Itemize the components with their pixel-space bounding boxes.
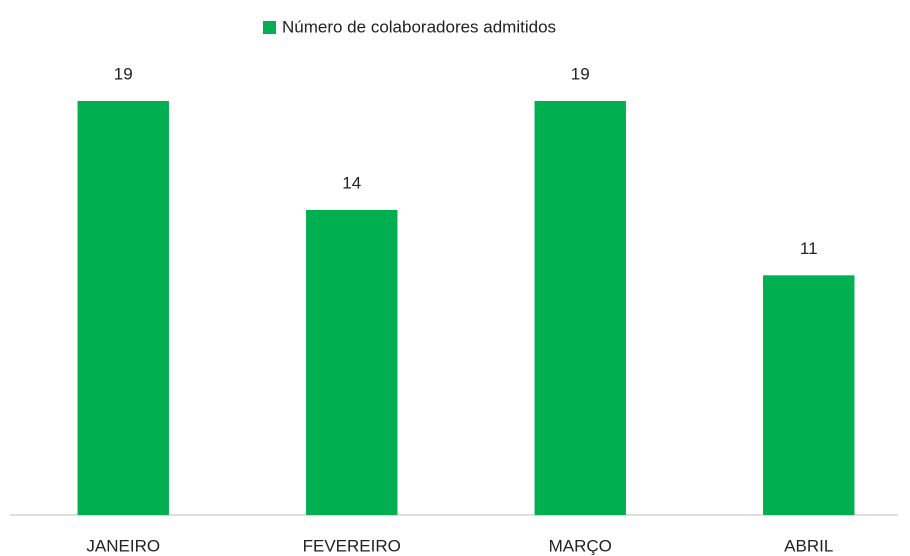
- data-label: 14: [342, 173, 361, 192]
- data-label: 11: [800, 239, 818, 258]
- x-tick-label: FEVEREIRO: [303, 536, 401, 555]
- x-tick-label: JANEIRO: [86, 536, 160, 555]
- legend-label: Número de colaboradores admitidos: [282, 17, 556, 36]
- bar: [306, 209, 398, 515]
- data-label: 19: [114, 64, 133, 83]
- x-tick-label: ABRIL: [784, 536, 833, 555]
- bar: [763, 275, 855, 515]
- x-tick-label: MARÇO: [549, 536, 612, 555]
- bar: [77, 101, 169, 515]
- bar: [534, 101, 626, 515]
- legend-swatch: [263, 21, 276, 34]
- data-label: 19: [571, 64, 590, 83]
